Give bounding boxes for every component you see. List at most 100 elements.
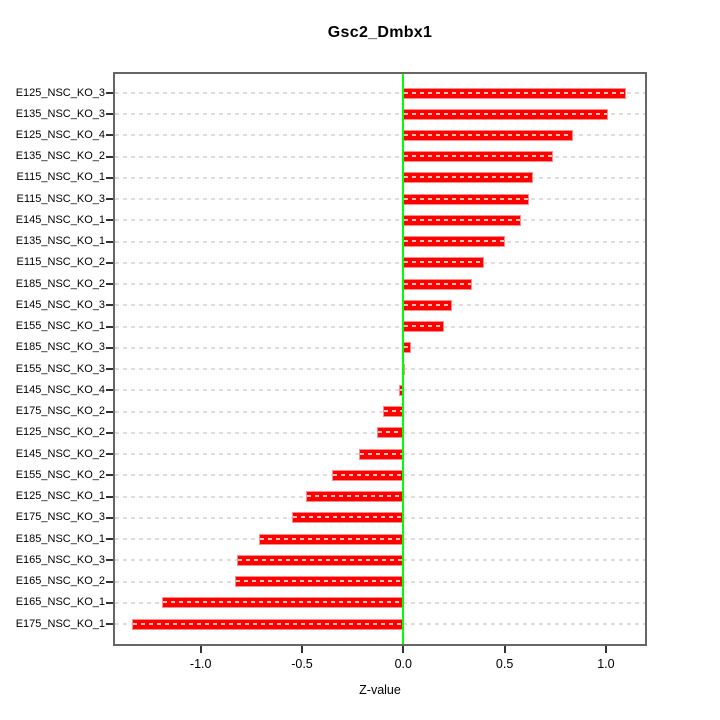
bar-dash: [400, 388, 403, 391]
category-label: E115_NSC_KO_2: [16, 256, 105, 269]
bar-dash: [260, 537, 403, 540]
bar: [235, 576, 404, 588]
y-tick: [106, 389, 113, 392]
gridline: [115, 240, 645, 243]
y-tick: [106, 431, 113, 434]
category-label: E145_NSC_KO_3: [15, 298, 105, 311]
y-tick: [106, 283, 113, 286]
gridline: [115, 410, 645, 413]
y-tick: [106, 176, 113, 179]
y-tick: [106, 410, 113, 413]
category-label: E185_NSC_KO_1: [15, 532, 105, 545]
x-tick-label: -0.5: [291, 657, 313, 671]
y-tick: [106, 474, 113, 477]
category-label: E135_NSC_KO_3: [15, 107, 105, 120]
bar-dash: [236, 580, 403, 583]
bar-dash: [238, 558, 403, 561]
x-tick-label: 0.0: [394, 657, 412, 671]
bar-dash: [404, 155, 553, 158]
y-tick: [106, 453, 113, 456]
gridline: [115, 283, 645, 286]
bar: [403, 236, 505, 248]
category-label: E145_NSC_KO_2: [15, 447, 105, 460]
category-label: E125_NSC_KO_1: [15, 490, 105, 503]
bar-dash: [404, 325, 443, 328]
bar-dash: [404, 133, 573, 136]
bar-dash: [404, 282, 472, 285]
category-label: E145_NSC_KO_1: [15, 213, 105, 226]
y-tick: [106, 538, 113, 541]
bar-dash: [404, 346, 411, 349]
plot-area: [113, 72, 647, 646]
gridline: [115, 219, 645, 222]
y-tick: [106, 601, 113, 604]
gridline: [115, 113, 645, 116]
y-tick: [106, 368, 113, 371]
bar: [403, 172, 533, 184]
category-label: E175_NSC_KO_3: [15, 511, 105, 524]
y-tick: [106, 516, 113, 519]
bar-dash: [404, 197, 528, 200]
x-tick: [402, 646, 405, 653]
bar: [358, 448, 404, 460]
category-label: E115_NSC_KO_3: [16, 192, 105, 205]
bar: [403, 278, 473, 290]
category-label: E165_NSC_KO_3: [15, 553, 105, 566]
bar-dash: [333, 473, 403, 476]
category-label: E175_NSC_KO_1: [15, 617, 105, 630]
bar-dash: [307, 495, 403, 498]
category-label: E175_NSC_KO_2: [15, 405, 105, 418]
bar: [403, 299, 452, 311]
y-tick: [106, 219, 113, 222]
bar-dash: [292, 516, 403, 519]
category-label: E135_NSC_KO_1: [15, 235, 105, 248]
gridline: [115, 346, 645, 349]
bar-dash: [359, 452, 403, 455]
bar: [403, 108, 608, 120]
bar: [306, 491, 404, 503]
category-label: E165_NSC_KO_1: [15, 596, 105, 609]
category-label: E125_NSC_KO_4: [15, 128, 105, 141]
chart-title: Gsc2_Dmbx1: [327, 24, 433, 41]
y-tick: [106, 198, 113, 201]
y-tick: [106, 495, 113, 498]
category-label: E115_NSC_KO_1: [16, 171, 105, 184]
bar: [162, 597, 404, 609]
bar: [403, 342, 412, 354]
gridline: [115, 389, 645, 392]
bar: [291, 512, 404, 524]
x-tick-label: 1.0: [597, 657, 615, 671]
bar-dash: [404, 218, 520, 221]
category-label: E185_NSC_KO_2: [15, 277, 105, 290]
gridline: [115, 325, 645, 328]
category-label: E155_NSC_KO_3: [15, 362, 105, 375]
gridline: [115, 304, 645, 307]
bar-dash: [377, 431, 403, 434]
category-label: E155_NSC_KO_1: [15, 320, 105, 333]
category-label: E185_NSC_KO_3: [15, 341, 105, 354]
bar: [131, 618, 404, 630]
x-axis-title: Z-value: [359, 683, 401, 697]
bar-dash: [404, 91, 626, 94]
y-tick: [106, 155, 113, 158]
gridline: [115, 198, 645, 201]
bar: [332, 469, 404, 481]
bar-dash: [163, 601, 403, 604]
category-label: E135_NSC_KO_2: [15, 150, 105, 163]
y-tick: [106, 113, 113, 116]
bar-dash: [384, 410, 403, 413]
bar-dash: [404, 176, 532, 179]
y-tick: [106, 134, 113, 137]
category-label: E145_NSC_KO_4: [15, 383, 105, 396]
y-tick: [106, 580, 113, 583]
x-tick: [301, 646, 303, 653]
category-label: E125_NSC_KO_3: [15, 86, 105, 99]
bar-dash: [404, 261, 484, 264]
bar: [403, 129, 574, 141]
y-tick: [106, 559, 113, 562]
y-tick: [106, 325, 113, 328]
bar-dash: [132, 622, 403, 625]
bar: [376, 427, 404, 439]
bar: [259, 533, 404, 545]
